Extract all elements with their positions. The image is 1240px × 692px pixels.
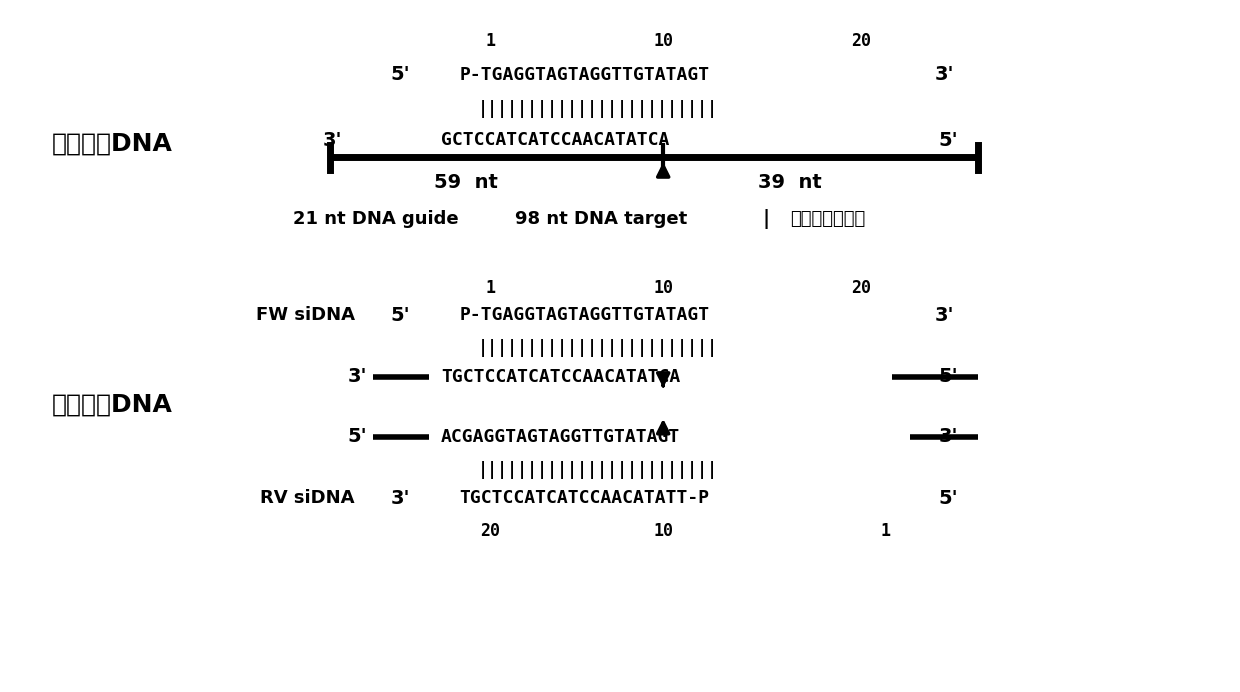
Text: ACGAGGTAGTAGGTTGTATAGT: ACGAGGTAGTAGGTTGTATAGT (441, 428, 681, 446)
Text: 5': 5' (391, 65, 410, 84)
Text: 10: 10 (653, 279, 673, 297)
Text: 20: 20 (851, 32, 870, 50)
Text: 5': 5' (347, 427, 367, 446)
Text: 3': 3' (935, 306, 955, 325)
Text: 3': 3' (322, 131, 342, 149)
Text: 10: 10 (653, 32, 673, 50)
Text: |: | (763, 209, 769, 229)
Text: 5': 5' (391, 306, 410, 325)
Text: 20: 20 (480, 522, 501, 540)
Text: FW siDNA: FW siDNA (255, 306, 355, 324)
Text: RV siDNA: RV siDNA (260, 489, 355, 507)
Text: P-TGAGGTAGTAGGTTGTATAGT: P-TGAGGTAGTAGGTTGTATAGT (460, 66, 709, 84)
Text: GCTCCATCATCCAACATATCA: GCTCCATCATCCAACATATCA (441, 131, 670, 149)
Text: 98 nt DNA target: 98 nt DNA target (515, 210, 687, 228)
Text: 1: 1 (485, 279, 496, 297)
Text: TGCTCCATCATCCAACATATCA: TGCTCCATCATCCAACATATCA (441, 368, 681, 386)
Text: 59  nt: 59 nt (434, 173, 497, 192)
Text: 剪切单链DNA: 剪切单链DNA (52, 131, 174, 156)
Text: 39  nt: 39 nt (759, 173, 822, 192)
Text: ||||||||||||||||||||||||: |||||||||||||||||||||||| (479, 100, 718, 118)
Text: 3': 3' (939, 427, 959, 446)
Text: 3': 3' (935, 65, 955, 84)
Text: 1: 1 (485, 32, 496, 50)
Text: 3': 3' (347, 367, 367, 386)
Text: P-TGAGGTAGTAGGTTGTATAGT: P-TGAGGTAGTAGGTTGTATAGT (460, 306, 709, 324)
Text: 5': 5' (939, 131, 959, 149)
Text: 剪切双链DNA: 剪切双链DNA (52, 392, 174, 417)
Text: 3': 3' (391, 489, 410, 508)
Text: ||||||||||||||||||||||||: |||||||||||||||||||||||| (479, 461, 718, 479)
Text: 10: 10 (653, 522, 673, 540)
Text: TGCTCCATCATCCAACATATT-P: TGCTCCATCATCCAACATATT-P (460, 489, 709, 507)
Text: 1: 1 (880, 522, 890, 540)
Text: ||||||||||||||||||||||||: |||||||||||||||||||||||| (479, 339, 718, 357)
Text: 5': 5' (939, 367, 959, 386)
Text: 20: 20 (851, 279, 870, 297)
Text: 21 nt DNA guide: 21 nt DNA guide (293, 210, 459, 228)
Text: 预测的剪切产物: 预测的剪切产物 (790, 210, 866, 228)
Text: 5': 5' (939, 489, 959, 508)
